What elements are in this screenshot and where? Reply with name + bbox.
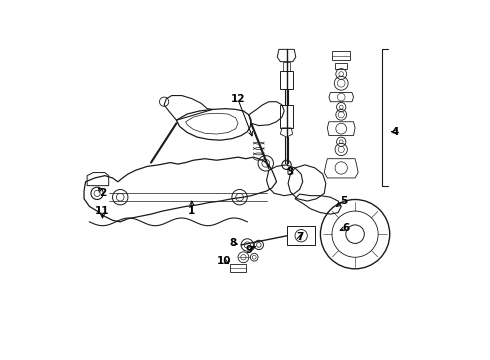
Text: 3: 3 <box>286 167 293 177</box>
Text: 9: 9 <box>245 244 252 255</box>
Text: 10: 10 <box>217 256 231 266</box>
Text: 8: 8 <box>230 238 237 248</box>
Text: 5: 5 <box>340 196 347 206</box>
Text: 12: 12 <box>231 94 245 104</box>
Text: 4: 4 <box>392 127 399 137</box>
Text: 7: 7 <box>296 232 303 242</box>
Text: 6: 6 <box>342 223 349 233</box>
Text: 11: 11 <box>95 206 110 216</box>
Text: 2: 2 <box>99 188 106 198</box>
Text: 1: 1 <box>188 206 196 216</box>
